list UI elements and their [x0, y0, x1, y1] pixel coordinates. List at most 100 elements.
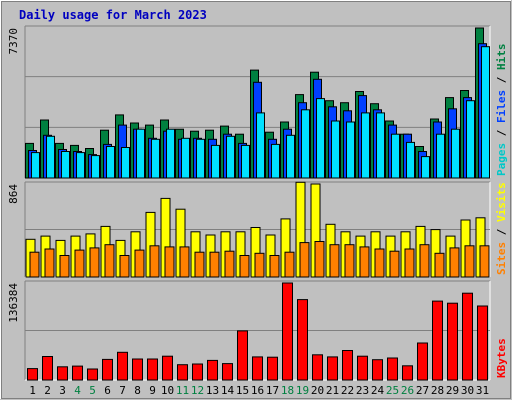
x-tick-label: 25 [386, 384, 399, 397]
bar-sites-day-18 [284, 251, 295, 278]
bar-pages-day-3 [61, 151, 70, 179]
bar-sites-day-14 [224, 250, 235, 278]
legend-separator: / [495, 70, 508, 90]
legend-kbytes: KBytes [495, 338, 508, 378]
bar-sites-day-11 [179, 246, 190, 278]
bar-pages-day-4 [76, 152, 85, 179]
bar-kbytes-day-23 [357, 355, 368, 381]
x-tick-label: 6 [104, 384, 111, 397]
bar-sites-day-8 [134, 249, 145, 278]
x-tick-label: 24 [371, 384, 385, 397]
bar-sites-day-9 [149, 245, 160, 278]
x-tick-label: 3 [59, 384, 66, 397]
bar-kbytes-day-4 [72, 365, 83, 381]
bar-pages-day-17 [271, 143, 280, 179]
bar-sites-day-27 [419, 244, 430, 278]
bar-kbytes-day-19 [297, 299, 308, 381]
x-tick-label: 22 [341, 384, 354, 397]
x-tick-label: 2 [44, 384, 51, 397]
bar-pages-day-26 [406, 141, 415, 179]
x-tick-label: 23 [356, 384, 369, 397]
bar-sites-day-4 [74, 249, 85, 278]
legend-pages: Pages [495, 143, 508, 176]
x-tick-label: 8 [134, 384, 141, 397]
bar-kbytes-day-3 [57, 366, 68, 381]
bar-kbytes-day-13 [207, 359, 218, 381]
bar-pages-day-12 [196, 138, 205, 179]
bar-sites-day-17 [269, 255, 280, 278]
bar-kbytes-day-2 [42, 356, 53, 381]
x-tick-label: 4 [74, 384, 81, 397]
x-tick-label: 7 [119, 384, 126, 397]
bar-sites-day-1 [29, 251, 40, 278]
bar-sites-day-21 [329, 244, 340, 278]
x-tick-label: 14 [221, 384, 235, 397]
bar-sites-day-22 [344, 244, 355, 278]
legend-separator: / [495, 123, 508, 143]
bar-sites-day-13 [209, 251, 220, 278]
bar-sites-day-25 [389, 250, 400, 278]
bar-kbytes-day-30 [462, 292, 473, 381]
bar-pages-day-22 [346, 121, 355, 179]
bar-pages-day-8 [136, 128, 145, 179]
bar-sites-day-24 [374, 248, 385, 278]
bar-pages-day-2 [46, 135, 55, 179]
bar-pages-day-30 [466, 100, 475, 179]
bar-pages-day-20 [316, 98, 325, 179]
bar-sites-day-10 [164, 246, 175, 278]
bar-pages-day-11 [181, 137, 190, 179]
legend-hits: Hits [495, 44, 508, 71]
bar-kbytes-day-25 [387, 357, 398, 381]
bar-pages-day-14 [226, 135, 235, 179]
x-tick-label: 12 [191, 384, 204, 397]
bar-kbytes-day-15 [237, 330, 248, 381]
bar-kbytes-day-14 [222, 363, 233, 381]
bar-kbytes-day-12 [192, 363, 203, 381]
x-axis-ticks: 1 2 3 4 5 6 7 8 9 10 11 12 13 14 15 16 17 18 19 20 21 22 23 24 2… [29, 384, 489, 397]
bar-kbytes-day-11 [177, 364, 188, 381]
bar-pages-day-13 [211, 144, 220, 179]
bar-pages-day-1 [31, 152, 40, 179]
x-tick-label: 13 [206, 384, 219, 397]
bar-kbytes-day-6 [102, 358, 113, 381]
legend-visits: Visits [495, 182, 508, 222]
legend: Pages / Files / Hits [495, 44, 508, 177]
bar-pages-day-10 [166, 128, 175, 179]
x-tick-label: 26 [401, 384, 414, 397]
bar-kbytes-day-20 [312, 354, 323, 381]
bar-pages-day-21 [331, 120, 340, 179]
x-tick-label: 5 [89, 384, 96, 397]
bar-pages-day-6 [106, 146, 115, 179]
bar-kbytes-day-26 [402, 365, 413, 381]
chart-panel-3: 136384 KBytes [7, 280, 508, 381]
x-tick-label: 31 [476, 384, 489, 397]
x-tick-label: 15 [236, 384, 249, 397]
x-tick-label: 21 [326, 384, 339, 397]
x-tick-label: 28 [431, 384, 444, 397]
bar-kbytes-day-17 [267, 356, 278, 381]
bar-sites-day-6 [104, 244, 115, 278]
bar-kbytes-day-7 [117, 351, 128, 381]
bar-pages-day-15 [241, 144, 250, 179]
bar-sites-day-28 [434, 252, 445, 278]
bar-pages-day-27 [421, 156, 430, 179]
x-tick-label: 16 [251, 384, 264, 397]
x-tick-label: 20 [311, 384, 324, 397]
bar-kbytes-day-27 [417, 342, 428, 381]
bar-sites-day-23 [359, 246, 370, 278]
bar-sites-day-12 [194, 251, 205, 278]
bar-kbytes-day-16 [252, 356, 263, 381]
legend: Sites / Visits [495, 182, 508, 275]
bar-kbytes-day-5 [87, 368, 98, 381]
bar-pages-day-31 [481, 46, 490, 179]
bar-sites-day-20 [314, 241, 325, 278]
bar-pages-day-19 [301, 109, 310, 179]
bar-kbytes-day-21 [327, 356, 338, 381]
bar-sites-day-29 [449, 247, 460, 278]
y-max-label: 7370 [7, 28, 20, 55]
x-tick-label: 19 [296, 384, 309, 397]
legend: KBytes [495, 338, 508, 378]
x-tick-label: 17 [266, 384, 279, 397]
